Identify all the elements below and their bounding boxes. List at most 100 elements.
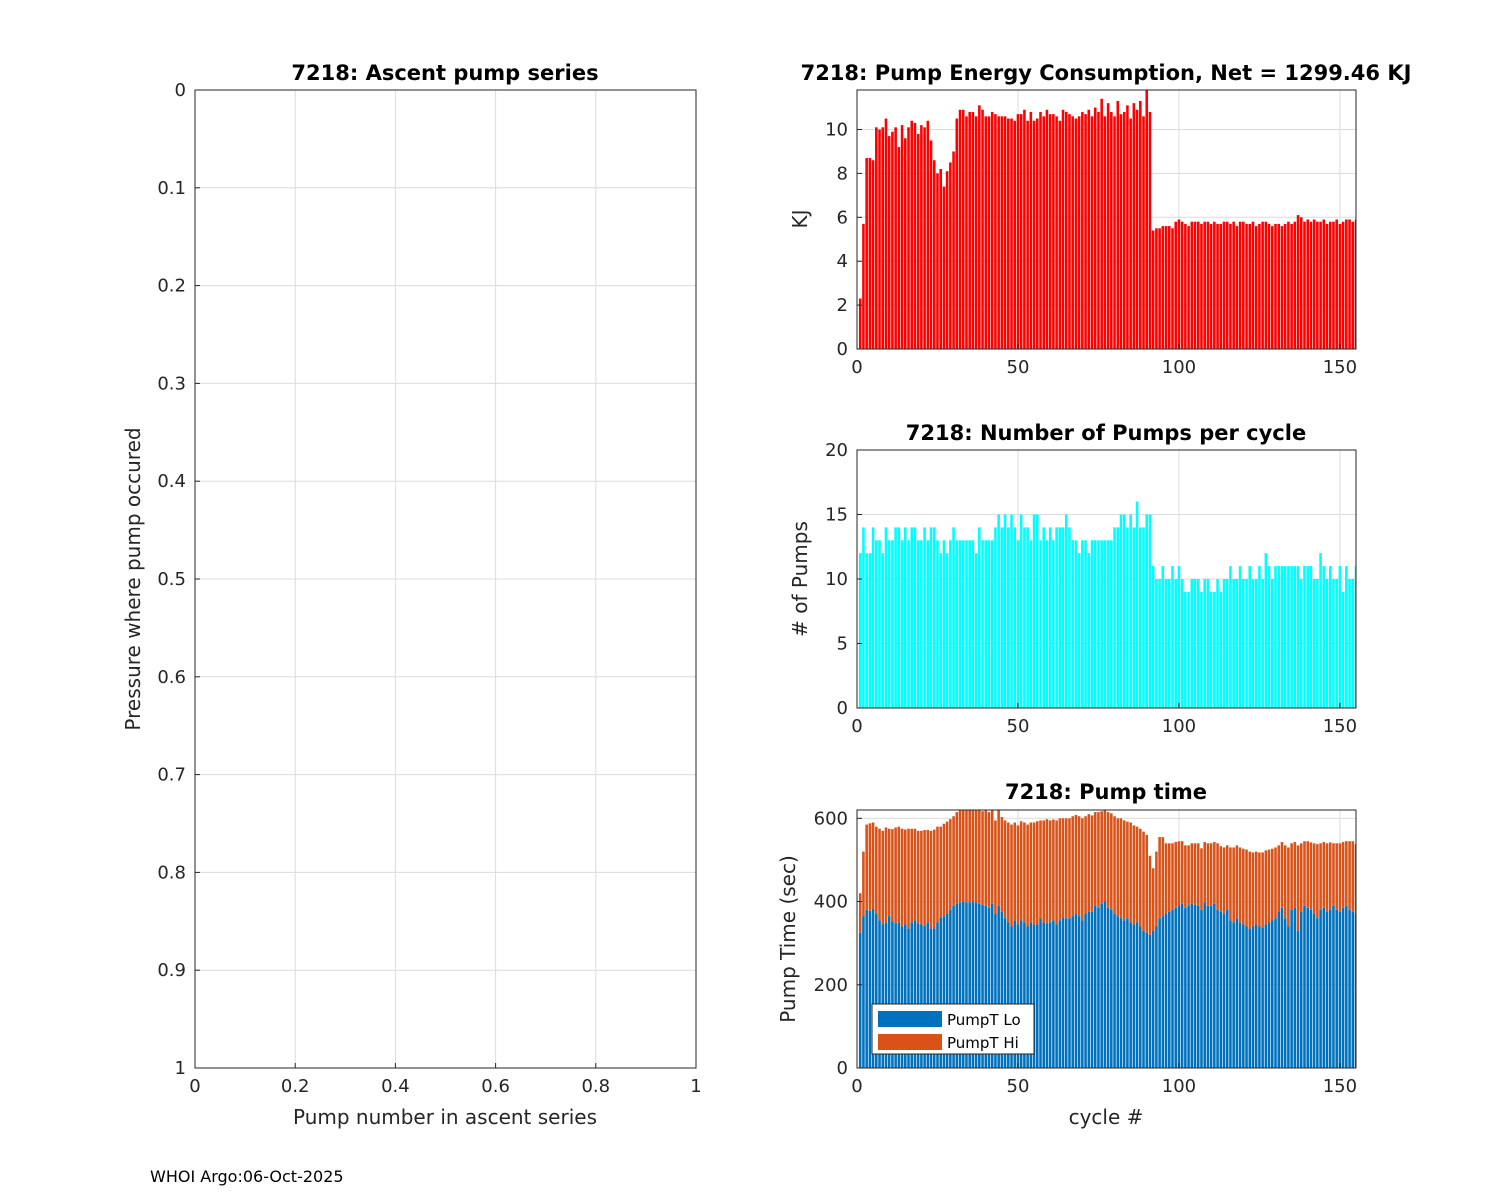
pumps-xtick-label: 0 [851, 716, 862, 737]
bar-pumpt-hi [1283, 845, 1287, 919]
bar-pumps [1322, 566, 1326, 708]
bar-pumpt-hi [1039, 820, 1042, 919]
bar-energy [1190, 221, 1194, 349]
bar-pumpt-lo [1264, 924, 1268, 1068]
bar-pumps [1348, 579, 1351, 708]
bar-pumps [894, 527, 897, 708]
bar-pumps [1113, 527, 1116, 708]
bar-pumpt-hi [1029, 822, 1033, 923]
bar-pumpt-hi [1293, 842, 1297, 908]
bar-energy [1200, 223, 1203, 349]
bar-pumpt-hi [878, 828, 881, 921]
bar-energy [1106, 103, 1110, 349]
bar-pumpt-hi [881, 830, 885, 925]
bar-energy [1222, 221, 1226, 349]
bar-pumpt-lo [1338, 911, 1342, 1068]
bar-pumps [1042, 527, 1046, 708]
bar-energy [987, 116, 991, 349]
bar-energy [1267, 223, 1271, 349]
bar-pumpt-hi [1296, 845, 1300, 931]
bar-pumps [1358, 579, 1361, 708]
bar-pumpt-lo [1187, 905, 1190, 1068]
pumps-bars [858, 501, 1361, 708]
bar-pumps [1161, 566, 1165, 708]
bar-energy [1341, 221, 1345, 349]
bar-pumps [1206, 579, 1210, 708]
bar-pumpt-hi [1113, 816, 1116, 915]
bar-energy [1303, 221, 1306, 349]
bar-energy [1103, 116, 1107, 349]
bar-energy [1290, 223, 1293, 349]
bar-pumps [1248, 566, 1252, 708]
bar-pumpt-lo [1016, 924, 1020, 1068]
bar-pumps [1077, 553, 1081, 708]
bar-pumpt-hi [1261, 852, 1264, 928]
pumptime-panel: 0 50 100 150 0 200 400 600 7218: Pump time cyc… [776, 780, 1357, 1129]
bar-pumpt-hi [945, 821, 949, 914]
bar-pumpt-lo [1074, 914, 1078, 1068]
bar-pumpt-hi [1074, 814, 1078, 915]
pumptime-xtick-label: 150 [1323, 1076, 1357, 1097]
bar-pumpt-hi [875, 826, 878, 915]
bar-pumps [1158, 579, 1161, 708]
bar-pumpt-hi [958, 810, 962, 903]
pumptime-axes-frame [856, 809, 1357, 1069]
pumptime-ytick-label: 200 [814, 975, 848, 996]
bar-pumps [1203, 579, 1206, 708]
bar-pumpt-lo [884, 922, 888, 1068]
bar-pumps [1145, 514, 1149, 708]
bar-energy [1248, 223, 1252, 349]
energy-axes-frame [856, 89, 1357, 350]
bar-pumpt-hi [1306, 841, 1309, 908]
ascent-ytick-label: 0.2 [157, 276, 186, 297]
ascent-x-ticks: 0 0.2 0.4 0.6 0.8 1 [189, 1063, 702, 1097]
bar-energy [1090, 116, 1094, 349]
bar-pumps [1023, 527, 1026, 708]
bar-pumpt-lo [1026, 926, 1029, 1068]
bar-energy [1277, 223, 1281, 349]
bar-pumpt-lo [1219, 911, 1223, 1068]
bar-energy [974, 116, 978, 349]
bar-energy [1135, 109, 1139, 349]
bar-pumpt-hi [1142, 831, 1145, 931]
bar-energy [965, 116, 968, 349]
bar-pumpt-lo [1013, 920, 1017, 1068]
bar-pumpt-lo [923, 925, 926, 1068]
bar-energy [1280, 226, 1284, 349]
bar-energy [971, 111, 975, 349]
bar-energy [1151, 230, 1155, 349]
bar-pumpt-lo [1110, 909, 1113, 1068]
bar-energy [1016, 114, 1020, 349]
pumps-xtick-label: 50 [1007, 716, 1030, 737]
bar-energy [1058, 120, 1062, 349]
bar-pumps [958, 540, 962, 708]
bar-pumpt-hi [1081, 818, 1084, 921]
bar-pumpt-lo [1251, 926, 1255, 1068]
bar-pumpt-lo [1309, 909, 1313, 1068]
bar-pumps [978, 527, 981, 708]
bar-pumpt-lo [1206, 905, 1210, 1068]
bar-pumps [1064, 514, 1068, 708]
bar-pumps [949, 540, 952, 708]
bar-pumpt-hi [1209, 843, 1213, 906]
bar-energy [939, 169, 942, 349]
bar-energy [1013, 120, 1017, 349]
bar-pumpt-hi [1332, 843, 1335, 906]
bar-pumpt-hi [1335, 843, 1338, 910]
bar-pumpt-lo [1245, 926, 1248, 1068]
bar-pumpt-lo [1222, 914, 1226, 1068]
bar-pumpt-hi [913, 828, 917, 921]
bar-pumpt-lo [1058, 920, 1062, 1068]
pumps-ytick-label: 5 [837, 634, 848, 655]
bar-pumpt-lo [881, 924, 885, 1068]
bar-pumpt-lo [1261, 927, 1264, 1068]
bar-pumpt-hi [936, 826, 939, 923]
bar-energy [1335, 219, 1338, 349]
bar-pumpt-lo [1280, 907, 1284, 1068]
bar-pumps [929, 527, 933, 708]
bar-pumps [1338, 566, 1342, 708]
bar-pumpt-hi [971, 810, 975, 902]
ascent-ytick-label: 0.1 [157, 178, 186, 199]
bar-pumpt-hi [1309, 842, 1313, 910]
bar-energy [1261, 221, 1264, 349]
